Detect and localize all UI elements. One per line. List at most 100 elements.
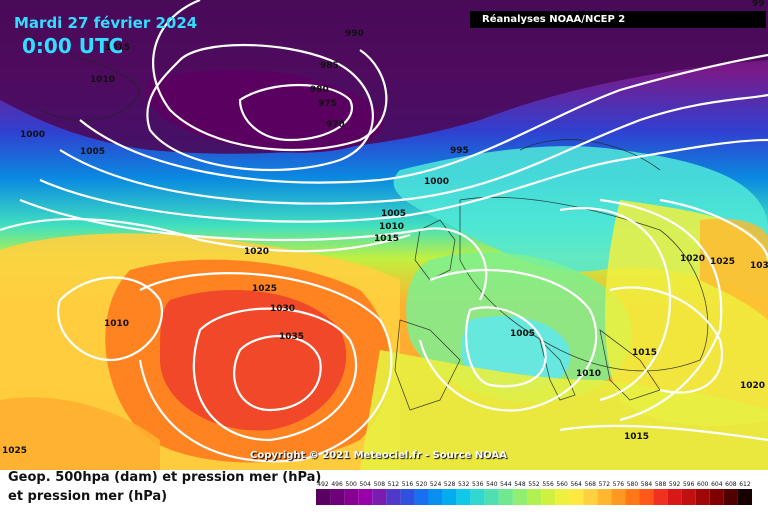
- isobar-label: 1015: [105, 43, 130, 53]
- legend-tick-label: 528: [444, 481, 456, 488]
- legend-tick-label: 504: [359, 481, 371, 488]
- legend-swatch: [555, 489, 570, 505]
- map-date: Mardi 27 février 2024: [14, 14, 198, 32]
- legend-tick-label: 524: [430, 481, 442, 488]
- isobar-label: 990: [345, 29, 364, 39]
- legend-tick-label: 540: [486, 481, 498, 488]
- isobar-label: 1035: [279, 332, 304, 342]
- legend-swatch: [653, 489, 668, 505]
- legend-swatch: [442, 489, 457, 505]
- isobar-label: 975: [318, 99, 337, 109]
- legend-swatch: [330, 489, 345, 505]
- legend-swatch: [470, 489, 485, 505]
- map-time: 0:00 UTC: [22, 34, 124, 58]
- legend-tick-label: 548: [514, 481, 526, 488]
- legend-swatch: [428, 489, 443, 505]
- legend-tick-label: 576: [613, 481, 625, 488]
- legend-tick-label: 608: [725, 481, 737, 488]
- isobar-label: 1010: [90, 75, 115, 85]
- legend-tick-label: 556: [542, 481, 554, 488]
- legend-tick-label: 560: [556, 481, 568, 488]
- legend-swatch: [484, 489, 499, 505]
- isobar-label: 1000: [20, 130, 45, 140]
- source-label: Réanalyses NOAA/NCEP 2: [470, 11, 766, 28]
- copyright-text: Copyright © 2021 Meteociel.fr - Source N…: [250, 450, 507, 461]
- legend-swatch: [372, 489, 387, 505]
- legend-tick-label: 600: [697, 481, 709, 488]
- legend-swatch: [569, 489, 584, 505]
- isobar-label: 1005: [80, 147, 105, 157]
- isobar-label: 1025: [252, 284, 277, 294]
- isobar-labels: 990 985 980 975 970 995 1000 1005 1010 1…: [0, 0, 768, 456]
- legend-swatch: [681, 489, 696, 505]
- legend-tick-label: 568: [585, 481, 597, 488]
- isobar-label: 1020: [740, 381, 765, 391]
- isobar-label: 1000: [424, 177, 449, 187]
- isobar-label: 1010: [379, 222, 404, 232]
- isobar-label: 985: [320, 61, 339, 71]
- isobar-label: 1025: [710, 257, 735, 267]
- isobar-label: 1015: [632, 348, 657, 358]
- isobar-label: 980: [310, 85, 329, 95]
- legend-tick-label: 536: [472, 481, 484, 488]
- legend-swatch: [597, 489, 612, 505]
- isobar-label: 1020: [0, 0, 25, 1]
- legend-swatch: [667, 489, 682, 505]
- legend-tick-label: 572: [599, 481, 611, 488]
- legend-swatch: [625, 489, 640, 505]
- legend-swatch: [583, 489, 598, 505]
- legend-swatch: [639, 489, 654, 505]
- legend-tick-label: 588: [655, 481, 667, 488]
- legend-tick-label: 592: [669, 481, 681, 488]
- legend-tick-label: 532: [458, 481, 470, 488]
- isobar-label: 103: [750, 261, 768, 271]
- legend-tick-label: 544: [500, 481, 512, 488]
- legend-swatch: [386, 489, 401, 505]
- isobar-label: 99: [752, 0, 765, 9]
- legend-tick-label: 564: [570, 481, 582, 488]
- legend-color-bar: 492 496 500 504 508 512 516 520 524 528 532 536 540 5…: [316, 481, 752, 505]
- legend-tick-label: 612: [739, 481, 751, 488]
- legend-swatch: [512, 489, 527, 505]
- isobar-label: 995: [450, 146, 469, 156]
- legend-tick-label: 552: [528, 481, 540, 488]
- isobar-label: 1015: [374, 234, 399, 244]
- legend-swatch: [709, 489, 724, 505]
- isobar-label: 1010: [576, 369, 601, 379]
- legend-swatch: [414, 489, 429, 505]
- isobar-label: 1020: [680, 254, 705, 264]
- legend-swatch: [456, 489, 471, 505]
- legend-tick-label: 512: [388, 481, 400, 488]
- isobar-label: 1030: [270, 304, 295, 314]
- legend-swatch: [400, 489, 415, 505]
- legend-tick-label: 520: [416, 481, 428, 488]
- legend-title-line-1: Geop. 500hpa (dam) et pression mer (hPa): [8, 470, 322, 485]
- legend-swatch: [611, 489, 626, 505]
- legend-title-line-2: et pression mer (hPa): [8, 489, 168, 504]
- legend-swatch: [344, 489, 359, 505]
- legend-tick-label: 500: [345, 481, 357, 488]
- isobar-label: 1005: [381, 209, 406, 219]
- legend-swatch: [541, 489, 556, 505]
- legend-swatch: [358, 489, 373, 505]
- legend-tick-label: 580: [627, 481, 639, 488]
- legend-swatch: [498, 489, 513, 505]
- legend-swatch: [316, 489, 331, 505]
- legend-tick-label: 516: [402, 481, 414, 488]
- isobar-label: 1005: [510, 329, 535, 339]
- legend-swatch: [737, 489, 752, 505]
- legend-tick-label: 604: [711, 481, 723, 488]
- isobar-label: 1020: [244, 247, 269, 257]
- isobar-label: 1015: [624, 432, 649, 442]
- legend-tick-label: 596: [683, 481, 695, 488]
- legend-tick-label: 492: [317, 481, 329, 488]
- isobar-label: 970: [326, 120, 345, 130]
- legend-tick-label: 508: [374, 481, 386, 488]
- legend-swatch: [695, 489, 710, 505]
- isobar-label: 1025: [2, 446, 27, 456]
- isobar-label: 1010: [104, 319, 129, 329]
- legend-swatch: [526, 489, 542, 505]
- legend-tick-label: 584: [641, 481, 653, 488]
- legend-tick-label: 496: [331, 481, 343, 488]
